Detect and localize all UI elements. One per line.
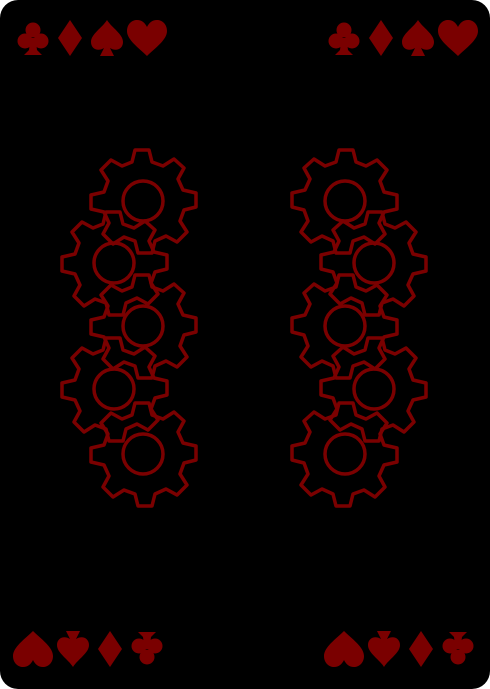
corner-bottom-right <box>324 631 474 667</box>
heart-icon <box>13 631 53 667</box>
diamond-icon <box>58 20 82 56</box>
gear-icon <box>89 273 198 380</box>
gear-icon <box>319 210 428 317</box>
gear-icon <box>290 273 399 380</box>
diamond-icon <box>369 20 393 56</box>
club-icon <box>442 632 474 665</box>
club-icon <box>131 632 163 665</box>
heart-icon <box>127 20 167 56</box>
club-icon <box>17 22 49 55</box>
gear-icon <box>60 210 169 317</box>
gear-icon <box>290 148 399 255</box>
spade-icon <box>57 631 89 667</box>
corner-top-right <box>328 20 478 56</box>
gear-icon <box>319 336 428 443</box>
diamond-icon <box>98 631 122 667</box>
club-icon <box>328 22 360 55</box>
gear-icon <box>89 401 198 508</box>
gear-column-right <box>290 148 428 508</box>
gear-column-left <box>60 148 198 508</box>
gear-icon <box>60 336 169 443</box>
heart-icon <box>324 631 364 667</box>
spade-icon <box>402 20 434 56</box>
spade-icon <box>91 20 123 56</box>
corner-top-left <box>17 20 167 56</box>
spade-icon <box>368 631 400 667</box>
diamond-icon <box>409 631 433 667</box>
gear-icon <box>89 148 198 255</box>
corner-bottom-left <box>13 631 163 667</box>
gear-icon <box>290 401 399 508</box>
heart-icon <box>438 20 478 56</box>
